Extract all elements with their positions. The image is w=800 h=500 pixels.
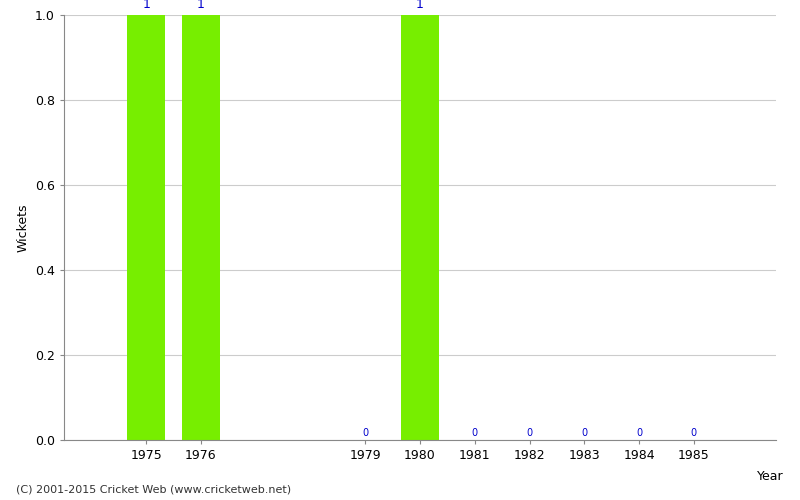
Y-axis label: Wickets: Wickets bbox=[17, 203, 30, 252]
Bar bbox=[127, 15, 166, 440]
Bar bbox=[401, 15, 439, 440]
Bar bbox=[182, 15, 220, 440]
Text: 1: 1 bbox=[197, 0, 205, 10]
Text: 1: 1 bbox=[142, 0, 150, 10]
Text: 0: 0 bbox=[472, 428, 478, 438]
Text: (C) 2001-2015 Cricket Web (www.cricketweb.net): (C) 2001-2015 Cricket Web (www.cricketwe… bbox=[16, 485, 291, 495]
Text: 0: 0 bbox=[690, 428, 697, 438]
Text: 0: 0 bbox=[582, 428, 587, 438]
Text: 0: 0 bbox=[636, 428, 642, 438]
Text: 1: 1 bbox=[416, 0, 424, 10]
Text: 0: 0 bbox=[526, 428, 533, 438]
Text: 0: 0 bbox=[362, 428, 368, 438]
Text: Year: Year bbox=[758, 470, 784, 483]
